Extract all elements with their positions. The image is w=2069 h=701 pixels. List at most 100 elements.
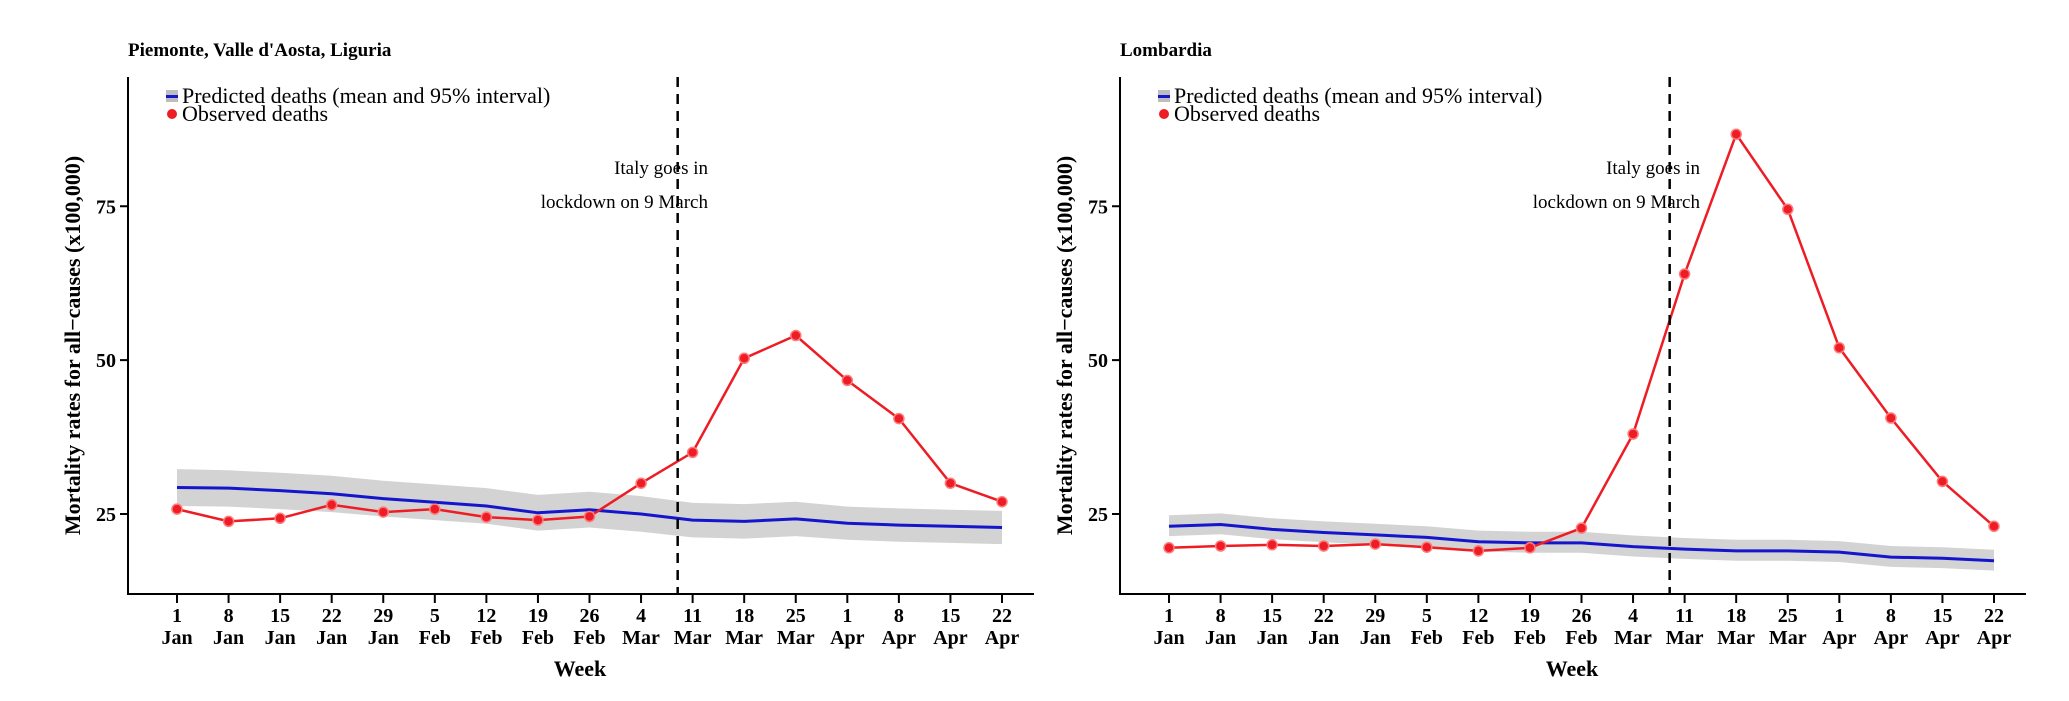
observed-point [171, 503, 183, 515]
observed-point [738, 352, 750, 365]
lockdown-annotation: Italy goes in lockdown on 9 March [290, 152, 708, 220]
observed-point [686, 446, 699, 459]
x-tick-label: 15 Apr [933, 605, 968, 649]
chart-title: Piemonte, Valle d'Aosta, Liguria [128, 40, 392, 61]
chart-panel-right: Lombardia 25 50 75 1 Jan 8 Jan 15 Jan 22 Jan 29 Jan 5… [1032, 0, 2032, 701]
x-axis-title: Week [1546, 656, 1599, 681]
x-tick-label: 1 Apr [830, 605, 865, 649]
chart-title: Lombardia [1120, 40, 1212, 61]
red-dot-swatch-icon [166, 108, 178, 120]
x-tick-label: 1 Jan [1153, 605, 1184, 649]
observed-point [1988, 520, 2000, 533]
observed-point [583, 510, 596, 523]
observed-point [1369, 538, 1382, 550]
observed-point [377, 506, 390, 518]
x-tick-label: 8 Jan [1205, 605, 1236, 649]
observed-point [944, 477, 957, 489]
predicted-mean-line [1168, 522, 1995, 563]
x-tick-label: 22 Jan [1308, 605, 1339, 649]
observed-point [1627, 428, 1639, 440]
x-tick-label: 1 Jan [161, 605, 192, 649]
x-tick-label: 26 Feb [573, 605, 605, 649]
x-tick-label: 8 Apr [1874, 605, 1909, 649]
y-tick-label: 75 [96, 196, 116, 218]
observed-point [1524, 542, 1536, 554]
observed-point [1936, 475, 1949, 488]
legend-label: Predicted deaths (mean and 95% interval) [1174, 83, 1543, 108]
observed-point [841, 374, 854, 387]
y-axis-title: Mortality rates for all−causes (x100,000… [1052, 156, 1077, 535]
x-tick-label: 8 Apr [882, 605, 917, 649]
x-tick-label: 26 Feb [1565, 605, 1597, 649]
x-tick-label: 22 Apr [1977, 605, 2012, 649]
x-tick-label: 5 Feb [1411, 605, 1443, 649]
x-tick-label: 18 Mar [1717, 605, 1755, 649]
legend-label: Observed deaths [182, 101, 329, 126]
x-tick-label: 15 Jan [1257, 605, 1288, 649]
legend-label: Predicted deaths (mean and 95% interval) [182, 83, 551, 108]
x-tick-label: 12 Feb [1462, 605, 1494, 649]
chart-svg: 25 50 75 1 Jan 8 Jan 15 Jan 22 Jan 29 Jan 5 Feb 12 Feb 19… [60, 77, 1034, 681]
observed-point [1163, 542, 1175, 554]
legend-item-observed: Observed deaths [166, 101, 550, 126]
predicted-mean-line [176, 486, 1003, 529]
annotation-line: Italy goes in [1606, 158, 1700, 179]
annotation-line: lockdown on 9 March [1532, 192, 1700, 213]
band-line-swatch-icon [1158, 90, 1170, 102]
x-tick-label: 8 Jan [213, 605, 244, 649]
prediction-interval-band [177, 469, 1002, 545]
band-line-swatch-icon [166, 90, 178, 102]
x-tick-label: 1 Apr [1822, 605, 1857, 649]
observed-point [532, 514, 544, 526]
lockdown-annotation: Italy goes in lockdown on 9 March [1282, 152, 1700, 220]
chart-svg: 25 50 75 1 Jan 8 Jan 15 Jan 22 Jan 29 Jan 5 Feb 12 Feb 19… [1052, 77, 2026, 681]
observed-point [635, 477, 647, 489]
x-axis-title: Week [554, 656, 607, 681]
x-tick-label: 22 Jan [316, 605, 347, 649]
observed-point [996, 495, 1008, 508]
y-tick-label: 75 [1088, 196, 1108, 218]
legend-item-predicted: Predicted deaths (mean and 95% interval) [166, 83, 551, 108]
chart-legend: Predicted deaths (mean and 95% interval)… [166, 83, 551, 126]
observed-point [1266, 539, 1278, 551]
chart-panel-left: Piemonte, Valle d'Aosta, Liguria 25 50 75 1… [40, 0, 1040, 701]
observed-point [1730, 128, 1742, 140]
x-tick-label: 15 Jan [265, 605, 296, 649]
observed-point [893, 412, 905, 425]
x-tick-label: 19 Feb [1514, 605, 1546, 649]
observed-point [1833, 342, 1846, 354]
x-tick-label: 5 Feb [419, 605, 451, 649]
legend-label: Observed deaths [1174, 101, 1321, 126]
observed-point [1885, 412, 1897, 424]
x-tick-label: 25 Mar [777, 605, 815, 649]
x-tick-label: 12 Feb [470, 605, 502, 649]
observed-point [222, 515, 235, 528]
x-tick-label: 25 Mar [1769, 605, 1807, 649]
observed-point [325, 499, 338, 511]
observed-point [480, 511, 493, 523]
annotation-line: lockdown on 9 March [540, 192, 708, 213]
y-tick-label: 25 [96, 504, 116, 526]
x-tick-label: 4 Mar [1614, 605, 1652, 649]
x-tick-label: 4 Mar [622, 605, 660, 649]
y-axis-title: Mortality rates for all−causes (x100,000… [60, 156, 85, 535]
x-tick-label: 19 Feb [522, 605, 554, 649]
x-tick-label: 22 Apr [985, 605, 1020, 649]
y-tick-label: 50 [96, 350, 116, 372]
x-tick-label: 18 Mar [725, 605, 763, 649]
legend-item-predicted: Predicted deaths (mean and 95% interval) [1158, 83, 1543, 108]
x-tick-label: 29 Jan [1360, 605, 1391, 649]
observed-point [1214, 540, 1227, 552]
x-tick-label: 15 Apr [1925, 605, 1960, 649]
y-tick-label: 50 [1088, 350, 1108, 372]
observed-point [429, 503, 441, 515]
observed-point [1782, 203, 1794, 216]
x-tick-label: 29 Jan [368, 605, 399, 649]
observed-point [1678, 268, 1691, 280]
x-tick-label: 11 Mar [674, 605, 712, 649]
chart-legend: Predicted deaths (mean and 95% interval)… [1158, 83, 1543, 126]
observed-point [1575, 522, 1588, 534]
annotation-line: Italy goes in [614, 158, 708, 179]
x-tick-label: 11 Mar [1666, 605, 1704, 649]
legend-item-observed: Observed deaths [1158, 101, 1542, 126]
